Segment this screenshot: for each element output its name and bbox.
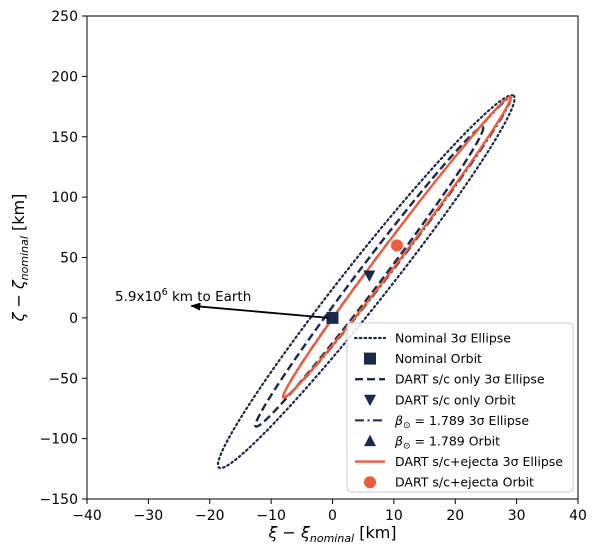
- point-series-7: [390, 239, 403, 252]
- series-layer: [216, 94, 516, 470]
- x-title-unit: [km]: [354, 523, 396, 542]
- x-tick-label: 10: [385, 508, 403, 524]
- ellipse-series-2: [254, 125, 485, 428]
- y-tick-label: 100: [51, 190, 78, 206]
- x-tick-label: −20: [195, 508, 225, 524]
- y-tick-label: 150: [51, 130, 78, 146]
- x-tick-label: 0: [328, 508, 337, 524]
- axis-titles: ξ − ξnominal [km] ζ − ζnominal [km]: [9, 194, 397, 545]
- annotation-tail: km to Earth: [168, 289, 252, 305]
- y-tick-label: −100: [40, 432, 78, 448]
- legend-label: DART s/c+ejecta Orbit: [395, 475, 534, 490]
- x-tick-label: 20: [446, 508, 464, 524]
- point-series-1: [326, 311, 339, 324]
- annotation-main: 5.9x10: [115, 289, 162, 305]
- legend-box: [346, 322, 574, 493]
- x-title-sub: nominal: [310, 532, 354, 545]
- y-tick-label: 250: [51, 9, 78, 25]
- x-title-main: ξ − ξ: [267, 523, 311, 542]
- annotation-superscript: 6: [162, 287, 168, 298]
- legend-label: DART s/c only Orbit: [395, 392, 516, 407]
- y-title-main: ζ − ζ: [9, 279, 28, 322]
- ellipse-series-0: [216, 94, 516, 470]
- annotation: 5.9x106 km to Earth: [115, 287, 329, 319]
- x-tick-label: −40: [72, 508, 102, 524]
- legend-label: DART s/c+ejecta 3σ Ellipse: [395, 454, 563, 469]
- y-title-sub: nominal: [18, 236, 31, 280]
- legend: Nominal 3σ Ellipse Nominal Orbit DART s/c …: [346, 322, 574, 493]
- y-title-unit: [km]: [9, 194, 28, 236]
- y-tick-label: −50: [48, 371, 78, 387]
- ellipse-series-6: [281, 95, 512, 399]
- axis-ticks: −40 −30 −20 −10 0 10 20 30 40−150−100−5005010015…: [40, 9, 587, 524]
- y-tick-label: 200: [51, 69, 78, 85]
- legend-label: β⊙ = 1.789 Orbit: [394, 434, 500, 452]
- legend-label: DART s/c only 3σ Ellipse: [395, 372, 545, 387]
- earth-direction-arrow: [190, 302, 329, 319]
- legend-handle-marker: [364, 476, 376, 489]
- point-series-3: [363, 270, 376, 282]
- x-tick-label: −10: [256, 508, 286, 524]
- y-tick-label: 50: [60, 251, 78, 267]
- earth-direction-label: 5.9x106 km to Earth: [115, 287, 251, 305]
- x-tick-label: 30: [508, 508, 526, 524]
- y-tick-label: −150: [40, 492, 78, 508]
- legend-handle-marker: [364, 352, 376, 365]
- legend-label: Nominal 3σ Ellipse: [395, 331, 511, 346]
- y-tick-label: 0: [69, 311, 78, 327]
- y-axis-title: ζ − ζnominal [km]: [9, 194, 31, 323]
- x-axis-title: ξ − ξnominal [km]: [267, 523, 396, 545]
- legend-handle-marker: [364, 394, 376, 407]
- x-tick-label: 40: [569, 508, 587, 524]
- legend-handle-marker: [364, 434, 376, 447]
- legend-label: Nominal Orbit: [395, 351, 482, 366]
- legend-label: β⊙ = 1.789 3σ Ellipse: [394, 413, 529, 431]
- x-tick-label: −30: [134, 508, 164, 524]
